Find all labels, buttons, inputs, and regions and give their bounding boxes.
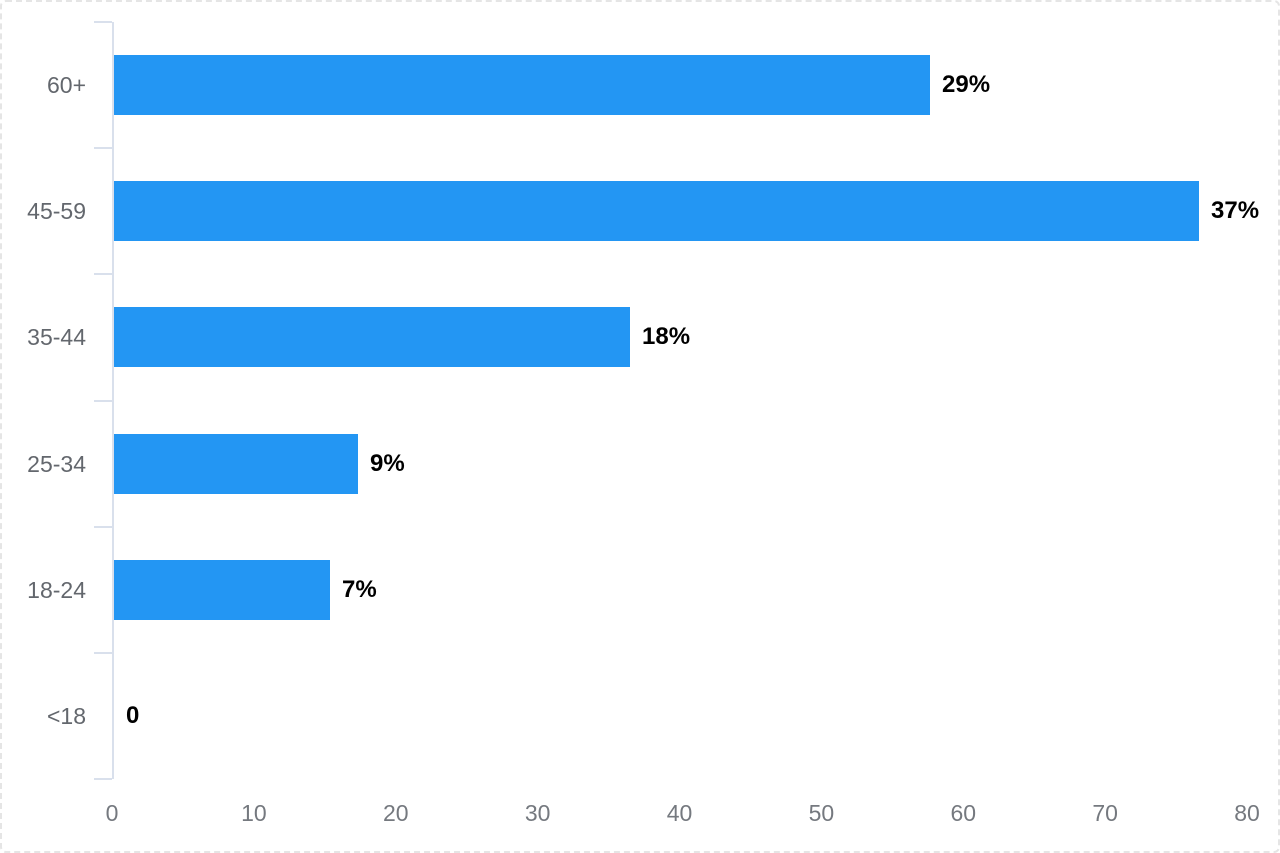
y-axis-tick (94, 651, 112, 654)
bar-1824[interactable] (114, 559, 330, 620)
x-tick-label: 40 (666, 800, 693, 826)
data-label: 0 (126, 701, 140, 729)
y-axis-tick (94, 778, 112, 780)
x-tick-label: 10 (241, 800, 267, 826)
y-axis-tick (94, 399, 112, 402)
category-label: 60+ (46, 72, 86, 99)
x-tick-label: 70 (1092, 800, 1118, 826)
y-axis-tick (94, 147, 112, 150)
data-label: 9% (370, 449, 405, 477)
data-label: 29% (942, 71, 991, 99)
bar-2534[interactable] (114, 433, 358, 494)
category-label: 18-24 (27, 576, 86, 603)
category-label: 35-44 (27, 324, 86, 351)
x-tick-label: 60 (950, 800, 977, 826)
y-axis-tick (94, 525, 112, 528)
y-axis-tick (94, 273, 112, 276)
category-label: <18 (46, 702, 86, 729)
category-label: 25-34 (27, 450, 86, 477)
x-tick-label: 50 (808, 800, 835, 826)
data-label: 18% (642, 323, 691, 351)
data-label: 7% (342, 575, 377, 603)
y-axis-line (112, 22, 114, 779)
data-label: 37% (1211, 197, 1260, 225)
bar-4559[interactable] (114, 181, 1199, 242)
x-tick-label: 80 (1234, 800, 1260, 826)
x-tick-label: 30 (524, 800, 551, 826)
x-tick-label: 0 (105, 800, 119, 826)
bar-3544[interactable] (114, 307, 630, 368)
x-tick-label: 20 (382, 800, 409, 826)
y-axis-tick (94, 21, 112, 23)
bar-60+[interactable] (114, 55, 930, 116)
category-label: 45-59 (27, 198, 86, 225)
